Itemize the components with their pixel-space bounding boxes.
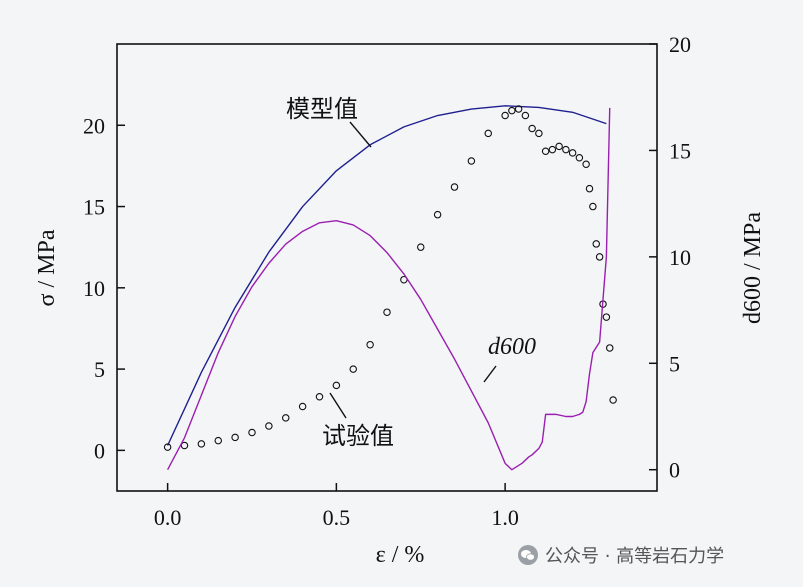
annotation-model-leader	[349, 121, 372, 148]
data-point	[528, 124, 536, 133]
plot-frame	[116, 43, 658, 492]
data-point	[281, 414, 290, 422]
x-tick-label: 0.5	[323, 505, 351, 530]
right-y-axis-title: d600 / MPa	[740, 212, 766, 324]
data-point	[602, 313, 611, 321]
left-y-tick-label: 10	[83, 276, 105, 301]
series-d600	[167, 107, 611, 471]
series-模型值	[166, 105, 607, 446]
series-试验值	[163, 105, 617, 451]
data-point	[555, 142, 563, 151]
annotation-d600-leader	[483, 365, 497, 383]
plot-border	[116, 43, 658, 492]
watermark: 公众号 · 高等岩石力学	[517, 540, 797, 570]
data-point	[416, 243, 425, 251]
data-point	[231, 433, 239, 442]
data-point	[508, 106, 516, 115]
right-y-tick-label: 10	[669, 245, 691, 270]
data-point	[265, 422, 273, 430]
annotation-test-leader	[329, 392, 347, 419]
data-point	[535, 129, 543, 138]
annotation-d600-label: d600	[488, 334, 536, 360]
right-y-tick-label: 20	[669, 32, 691, 57]
data-point	[562, 145, 570, 154]
data-point	[315, 392, 324, 401]
right-y-tick-label: 5	[669, 351, 680, 376]
left-y-tick-label: 20	[83, 113, 105, 138]
data-point	[514, 105, 523, 113]
x-axis-ticks: 0.0 0.5 1.0	[154, 483, 519, 530]
wechat-icon	[518, 545, 538, 565]
x-tick-label: 0.0	[154, 505, 182, 530]
left-y-axis-ticks: 0 5 10 15 20	[83, 113, 125, 463]
watermark-text: 公众号 · 高等岩石力学	[545, 546, 725, 567]
annotation-test-label: 试验值	[322, 422, 394, 450]
data-point	[298, 402, 307, 411]
annotation-model-label: 模型值	[286, 95, 358, 123]
series-layer	[163, 105, 617, 471]
data-point	[582, 160, 590, 169]
data-point	[163, 443, 172, 451]
x-axis-title: ε / %	[376, 542, 425, 568]
data-point	[332, 381, 341, 390]
data-point	[595, 253, 604, 261]
data-point	[197, 440, 206, 448]
data-point	[248, 428, 256, 437]
data-point	[349, 365, 357, 373]
data-point	[366, 340, 374, 349]
data-point	[383, 308, 391, 316]
series-line	[166, 105, 607, 446]
data-point	[541, 147, 550, 156]
data-point	[585, 184, 594, 193]
data-point	[589, 202, 597, 211]
data-point	[521, 111, 530, 120]
left-y-axis-title: σ / MPa	[34, 229, 60, 306]
left-y-tick-label: 5	[94, 357, 105, 382]
series-line	[167, 107, 611, 471]
data-point	[467, 157, 476, 165]
data-point	[548, 145, 557, 154]
x-tick-label: 1.0	[491, 505, 519, 530]
data-point	[180, 441, 189, 450]
data-point	[568, 149, 577, 157]
data-point	[592, 240, 600, 248]
right-y-tick-label: 15	[669, 138, 691, 163]
right-y-axis-ticks: 0 5 10 15 20	[649, 32, 691, 483]
data-point	[501, 111, 509, 120]
data-point	[484, 129, 492, 138]
right-y-tick-label: 0	[669, 458, 680, 483]
data-point	[609, 396, 617, 404]
data-point	[575, 154, 584, 162]
data-point	[605, 344, 614, 352]
data-point	[433, 210, 442, 219]
data-point	[450, 183, 459, 191]
data-point	[214, 436, 223, 445]
left-y-tick-label: 0	[94, 438, 105, 463]
left-y-tick-label: 15	[83, 195, 105, 220]
